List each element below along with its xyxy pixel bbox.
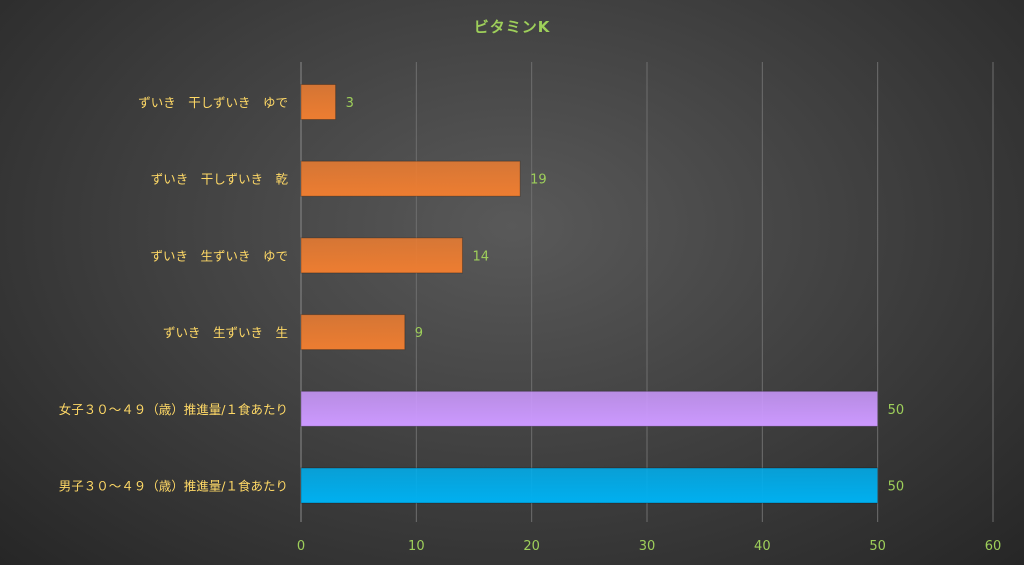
x-tick-label: 20 [523,539,540,554]
category-label: ずいき 生ずいき 生 [163,325,288,340]
category-label: ずいき 生ずいき ゆで [150,248,288,263]
x-tick-label: 50 [869,539,886,554]
data-label: 9 [415,326,423,341]
category-label: 男子３０～４９（歳）推進量/１食あたり [59,479,288,494]
bar [300,237,463,274]
category-label: ずいき 干しずいき 乾 [151,172,289,187]
x-tick-label: 30 [639,539,656,554]
data-label: 50 [888,480,905,495]
bar [300,390,879,427]
category-label: ずいき 干しずいき ゆで [138,95,288,110]
chart-title: ビタミンK [473,18,551,36]
x-tick-label: 40 [754,539,771,554]
data-label: 19 [530,173,547,188]
data-label: 50 [888,403,905,418]
bar [300,314,406,351]
bar [300,84,337,120]
category-label: 女子３０～４９（歳）推進量/１食あたり [59,402,288,417]
x-tick-label: 0 [297,539,305,554]
data-label: 3 [346,96,354,111]
bar [300,467,879,504]
x-tick-label: 60 [985,539,1002,554]
data-label: 14 [472,249,489,264]
bar [300,160,521,197]
x-tick-label: 10 [408,539,425,554]
